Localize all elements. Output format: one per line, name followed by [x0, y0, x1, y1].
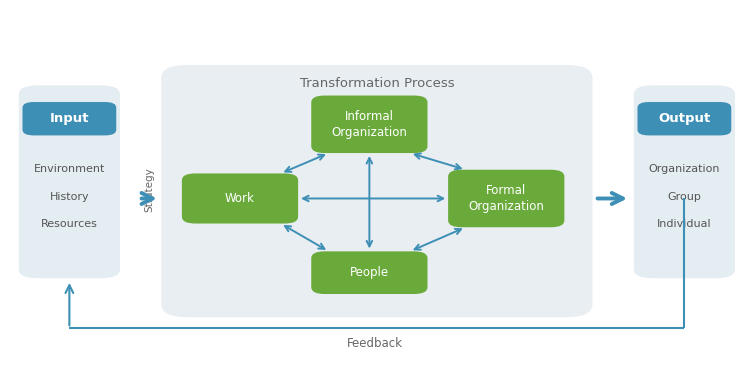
FancyBboxPatch shape [448, 170, 564, 227]
FancyBboxPatch shape [638, 102, 731, 135]
FancyBboxPatch shape [634, 85, 735, 278]
Text: People: People [350, 266, 389, 279]
Text: Formal
Organization: Formal Organization [468, 184, 544, 213]
Text: Resources: Resources [41, 220, 98, 229]
Text: Output: Output [658, 112, 710, 125]
Text: Individual: Individual [657, 220, 712, 229]
Text: Work: Work [225, 192, 255, 205]
Text: Environment: Environment [34, 164, 105, 174]
FancyBboxPatch shape [161, 65, 592, 317]
Text: History: History [50, 192, 89, 201]
Text: Informal
Organization: Informal Organization [332, 110, 407, 139]
FancyBboxPatch shape [311, 252, 428, 294]
FancyBboxPatch shape [22, 102, 116, 135]
Text: Organization: Organization [649, 164, 720, 174]
Text: Strategy: Strategy [144, 167, 154, 211]
FancyBboxPatch shape [311, 95, 428, 153]
FancyBboxPatch shape [182, 174, 298, 223]
FancyBboxPatch shape [19, 85, 120, 278]
Text: Transformation Process: Transformation Process [299, 77, 454, 90]
Text: Feedback: Feedback [347, 336, 403, 350]
Text: Input: Input [50, 112, 89, 125]
Text: Group: Group [668, 192, 701, 201]
